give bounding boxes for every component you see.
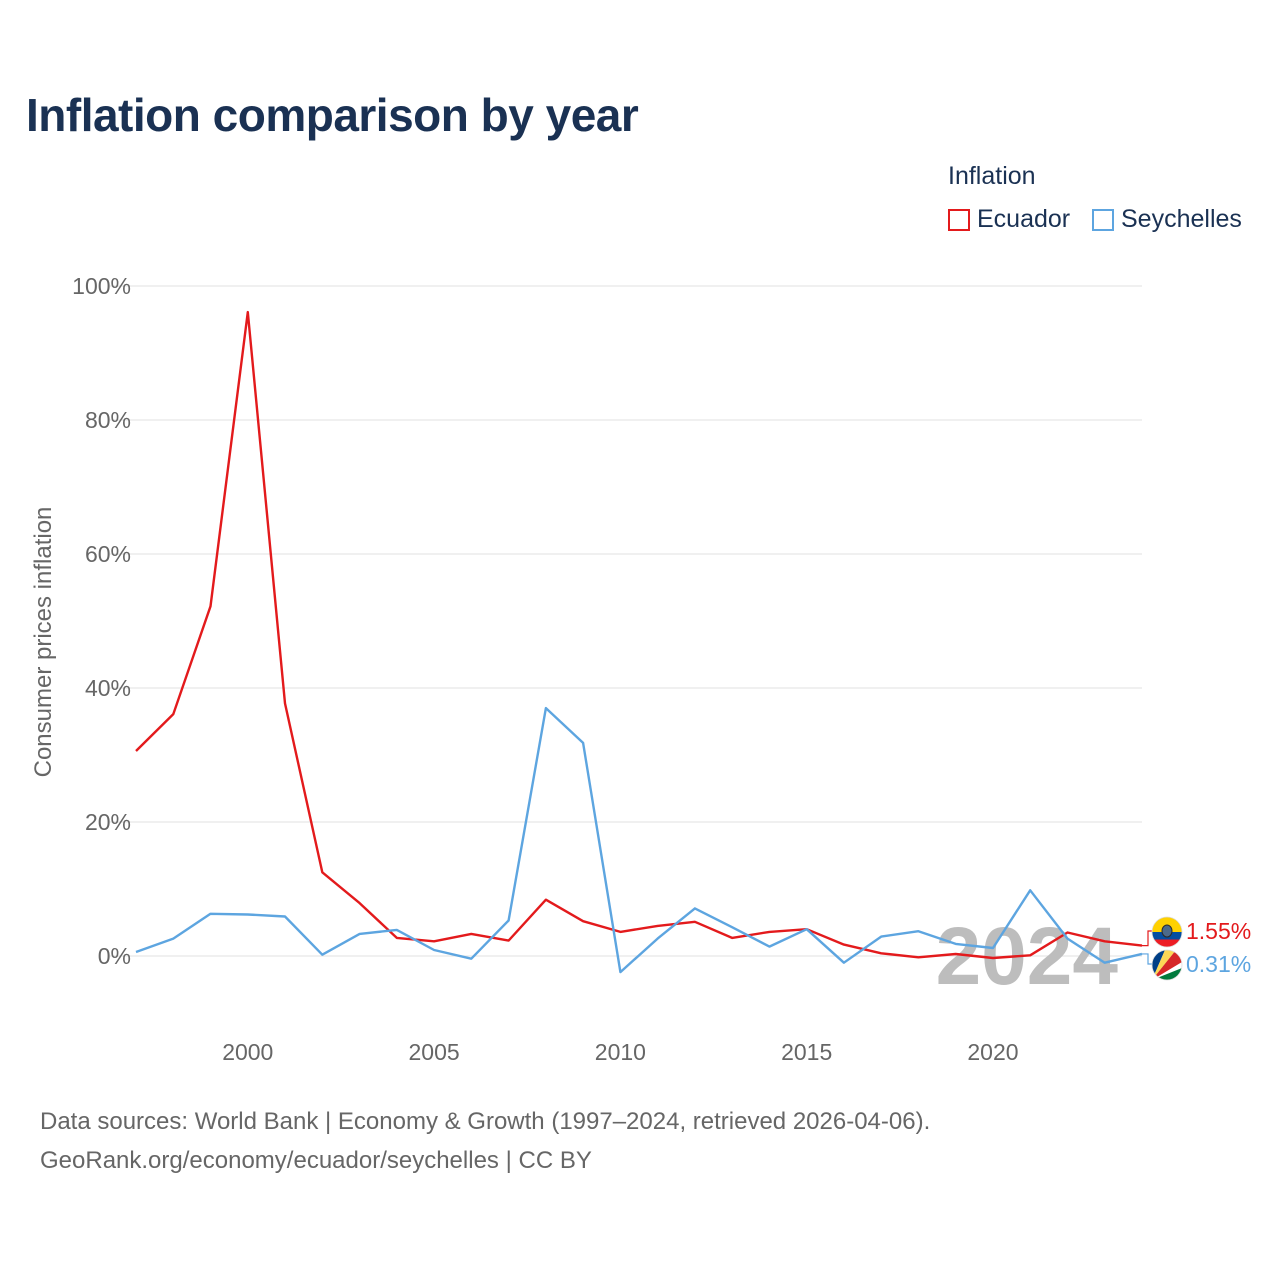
legend-swatch-seychelles (1092, 208, 1114, 231)
ecuador-flag-icon (1151, 916, 1183, 948)
legend-title: Inflation (948, 162, 1036, 190)
legend-item-ecuador[interactable]: Ecuador (948, 205, 1070, 234)
x-tick-label: 2015 (781, 1039, 832, 1065)
x-tick-label: 2010 (595, 1039, 646, 1065)
end-connector-seychelles (1142, 953, 1153, 965)
end-connector-ecuador (1142, 930, 1153, 947)
end-value-seychelles: 0.31% (1186, 951, 1251, 977)
x-tick-label: 2020 (967, 1039, 1018, 1065)
footer-sources: Data sources: World Bank | Economy & Gro… (40, 1108, 931, 1135)
y-tick-label: 20% (85, 809, 131, 835)
y-tick-label: 100% (72, 273, 131, 299)
x-tick-label: 2000 (222, 1039, 273, 1065)
legend-label-ecuador: Ecuador (977, 205, 1071, 233)
y-tick-label: 40% (85, 675, 131, 701)
series-line-seychelles[interactable] (135, 706, 1143, 974)
y-tick-label: 60% (85, 541, 131, 567)
footer-attribution: GeoRank.org/economy/ecuador/seychelles |… (40, 1147, 592, 1174)
legend-label-seychelles: Seychelles (1121, 205, 1242, 233)
legend-swatch-ecuador (948, 208, 970, 231)
legend-item-seychelles[interactable]: Seychelles (1092, 205, 1242, 234)
series-line-ecuador[interactable] (135, 310, 1143, 960)
y-tick-label: 0% (98, 943, 131, 969)
seychelles-flag-icon (1151, 949, 1183, 981)
y-axis-label: Consumer prices inflation (30, 507, 57, 778)
y-tick-label: 80% (85, 407, 131, 433)
x-tick-label: 2005 (408, 1039, 459, 1065)
chart-title: Inflation comparison by year (26, 89, 639, 141)
end-value-ecuador: 1.55% (1186, 918, 1251, 944)
